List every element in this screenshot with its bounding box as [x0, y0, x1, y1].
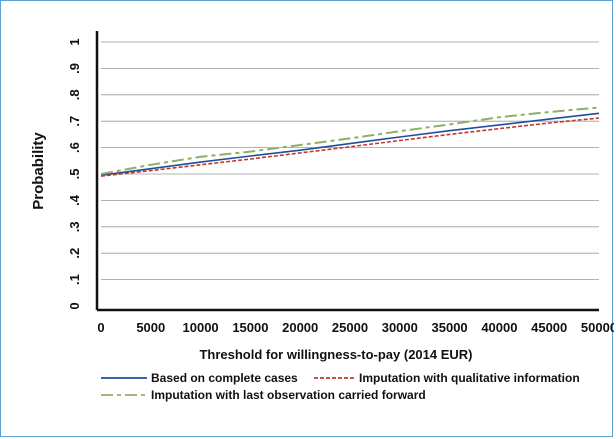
x-tick-label: 30000 — [382, 320, 418, 335]
y-tick-label: .3 — [67, 221, 82, 232]
x-tick-label: 15000 — [232, 320, 268, 335]
x-tick-label: 0 — [97, 320, 104, 335]
x-tick-label: 35000 — [432, 320, 468, 335]
x-tick-labels: 0 5000 10000 15000 20000 25000 30000 35000 40000… — [97, 320, 614, 335]
x-tick-label: 5000 — [136, 320, 165, 335]
x-tick-label: 50000 — [581, 320, 614, 335]
series-line-3 — [100, 106, 600, 175]
y-tick-labels: 0 .1 .2 .3 .4 .5 .6 .7 .8 .9 1 — [67, 38, 82, 309]
y-tick-label: 1 — [67, 38, 82, 45]
series-line-1 — [100, 112, 600, 177]
legend-label-3: Imputation with last observation carried… — [151, 388, 426, 402]
y-tick-label: .9 — [67, 63, 82, 74]
x-tick-label: 25000 — [332, 320, 368, 335]
y-tick-label: .8 — [67, 89, 82, 100]
x-tick-label: 40000 — [481, 320, 517, 335]
y-tick-label: .7 — [67, 116, 82, 127]
x-tick-label: 10000 — [183, 320, 219, 335]
x-tick-label: 45000 — [531, 320, 567, 335]
y-axis-title: Probability — [30, 132, 47, 210]
x-tick-label: 20000 — [282, 320, 318, 335]
y-tick-label: .5 — [67, 169, 82, 180]
legend-label-1: Based on complete cases — [151, 371, 298, 385]
y-tick-label: .2 — [67, 248, 82, 259]
series-line-2 — [100, 117, 600, 177]
legend-label-2: Imputation with qualitative information — [359, 371, 580, 385]
legend: Based on complete cases Imputation with q… — [101, 371, 580, 402]
y-tick-label: .6 — [67, 142, 82, 153]
y-tick-label: 0 — [67, 302, 82, 309]
axes — [95, 31, 599, 312]
y-tick-label: .4 — [67, 194, 82, 206]
y-tick-label: .1 — [67, 274, 82, 285]
x-axis-title: Threshold for willingness-to-pay (2014 E… — [199, 347, 472, 362]
grid-lines — [101, 41, 599, 281]
series-lines — [100, 106, 600, 177]
